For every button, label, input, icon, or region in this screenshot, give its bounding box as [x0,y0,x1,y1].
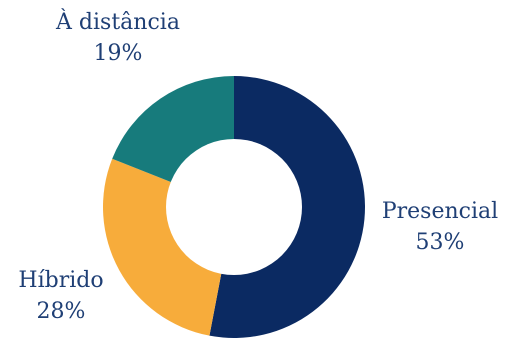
slice-value-hibrido: 28% [37,299,86,324]
donut-hole [166,139,302,275]
slice-label-a-distancia: À distância [55,8,180,35]
slice-label-hibrido: Híbrido [18,268,103,293]
label-presencial: Presencial 53% [382,199,498,255]
label-hibrido: Híbrido 28% [18,268,103,324]
slice-value-presencial: 53% [416,230,465,255]
slice-value-a-distancia: 19% [94,41,143,66]
slice-label-presencial: Presencial [382,199,498,224]
label-a-distancia: À distância 19% [55,8,180,66]
